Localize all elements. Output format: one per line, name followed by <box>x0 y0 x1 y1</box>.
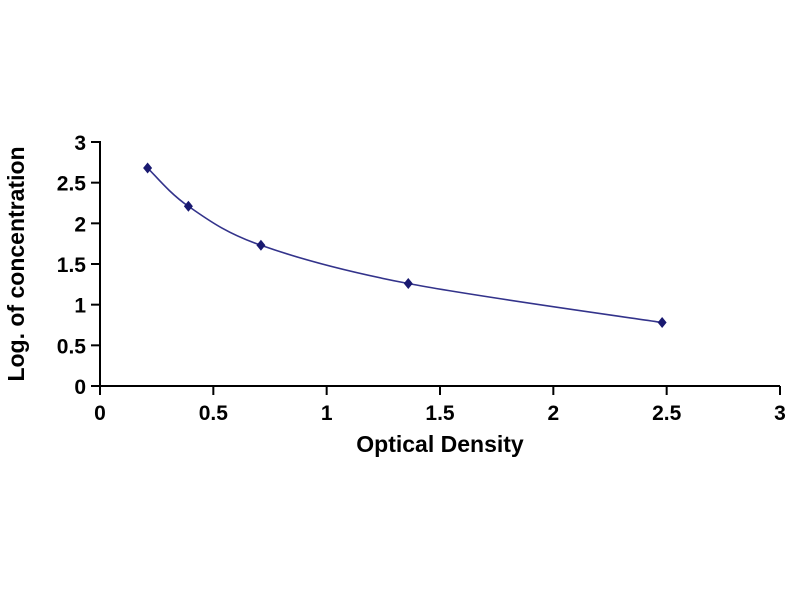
x-tick-label: 0.5 <box>199 402 229 425</box>
x-tick-label: 3 <box>774 402 786 425</box>
x-axis-label: Optical Density <box>356 431 524 457</box>
y-tick-label: 2.5 <box>57 173 87 196</box>
data-point-marker <box>657 317 667 329</box>
data-point-marker <box>143 162 153 174</box>
data-point-marker <box>183 200 193 212</box>
data-point-marker <box>403 278 413 290</box>
standard-curve-line <box>147 167 663 324</box>
y-tick-label: 0.5 <box>57 335 87 358</box>
y-tick-label: 1 <box>74 295 86 318</box>
x-tick-label: 2 <box>547 402 559 425</box>
y-tick-label: 3 <box>74 132 86 155</box>
x-tick-label: 1.5 <box>425 402 455 425</box>
y-tick-label: 1.5 <box>57 254 87 277</box>
y-axis-label: Log. of concentration <box>3 146 29 381</box>
y-tick-label: 2 <box>74 213 86 236</box>
y-tick-label: 0 <box>74 376 86 399</box>
x-tick-label: 1 <box>321 402 333 425</box>
data-point-marker <box>256 239 266 251</box>
x-tick-label: 2.5 <box>652 402 682 425</box>
x-tick-label: 0 <box>94 402 106 425</box>
